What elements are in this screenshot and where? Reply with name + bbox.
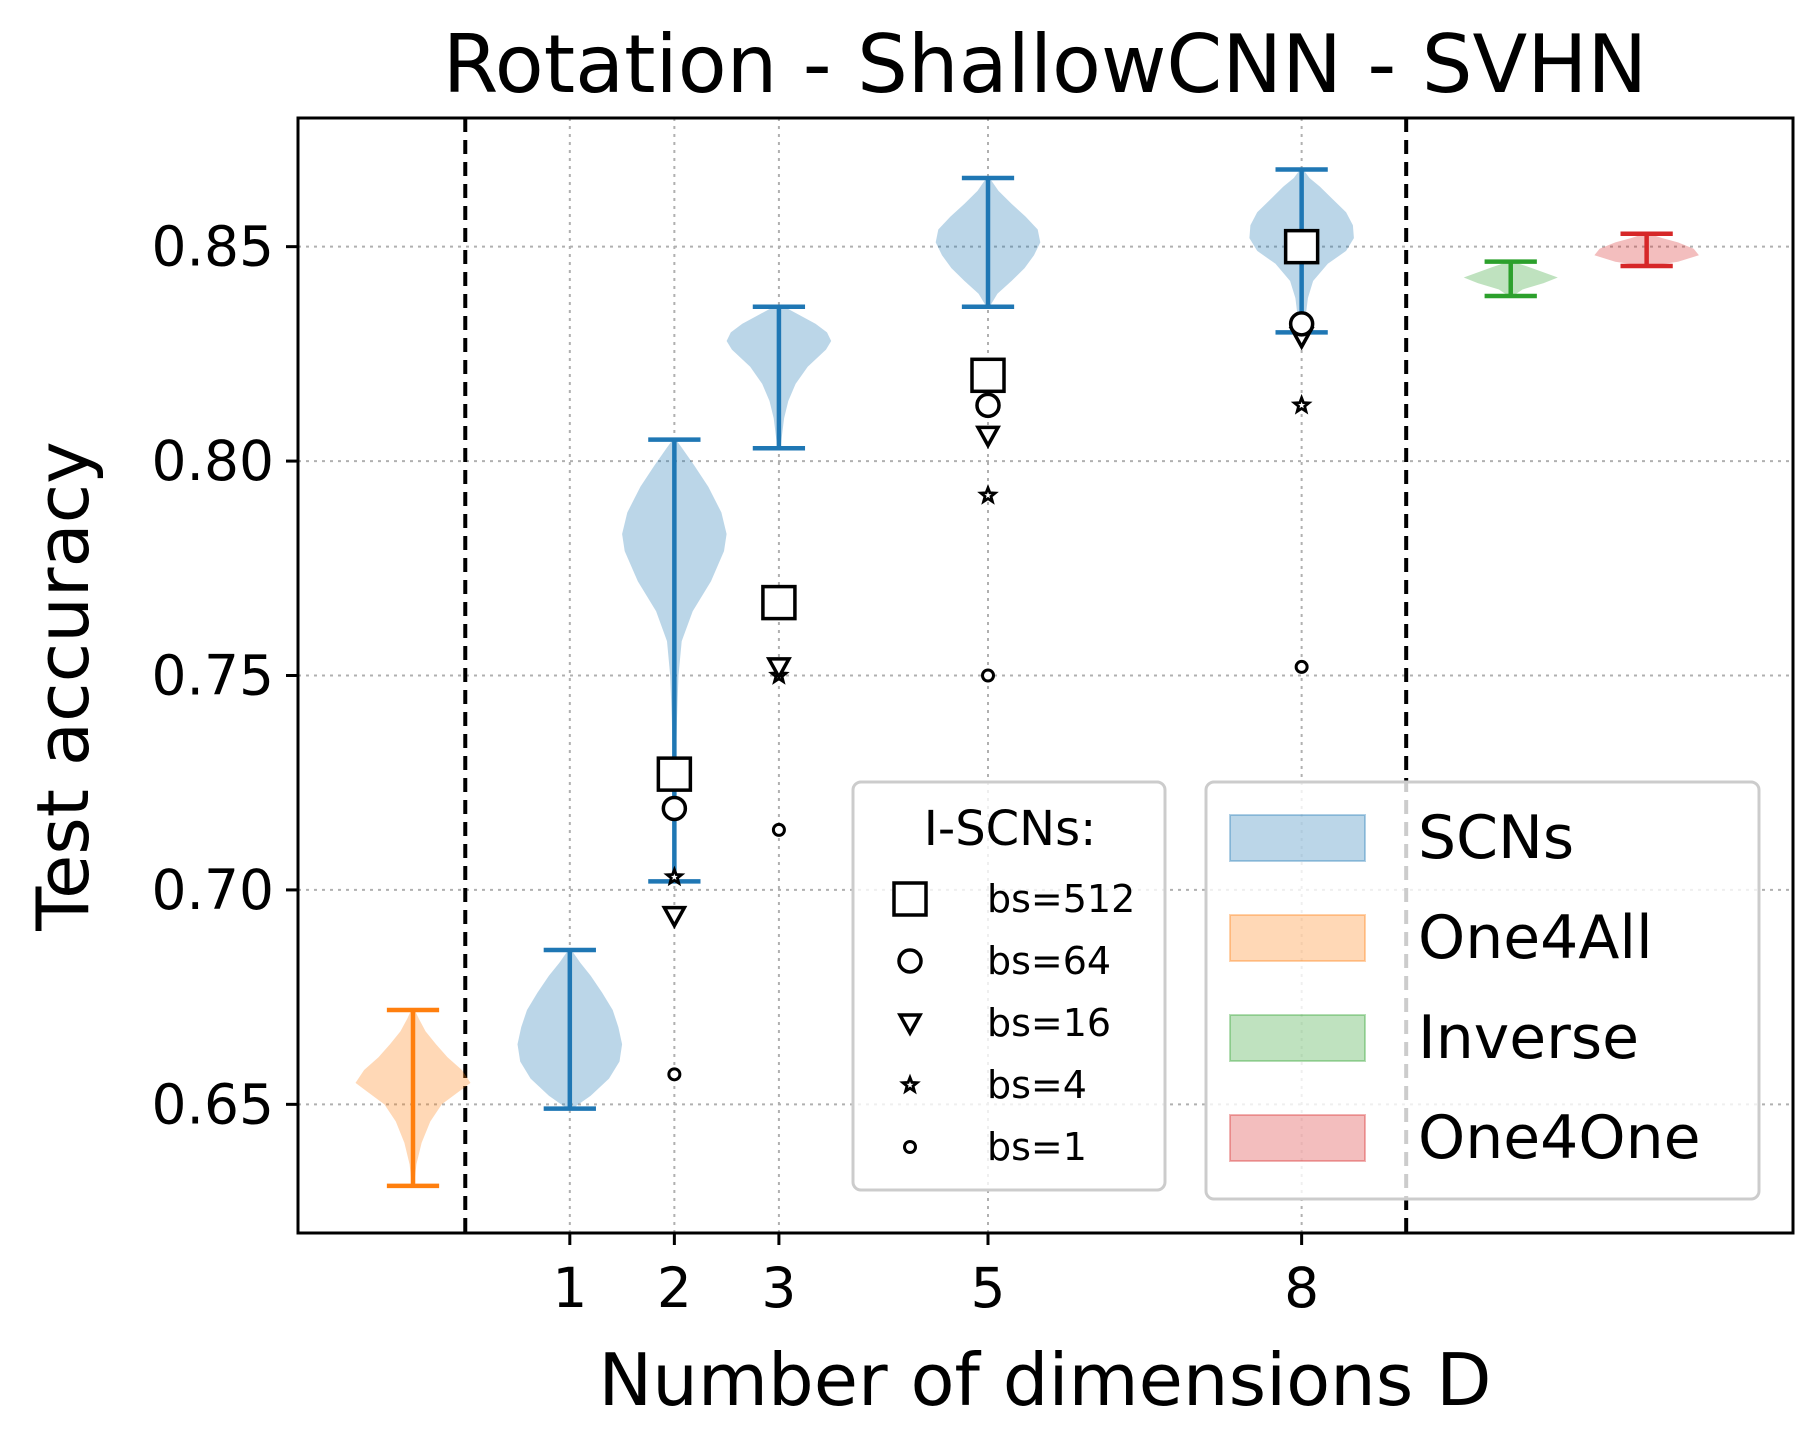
y-tick-label-1: 0.70 [152, 858, 274, 922]
legend-iscn-label-bs64: bs=64 [987, 939, 1111, 983]
x-tick-label-1: 2 [657, 1256, 692, 1320]
legend-methods-swatch-inverse [1230, 1015, 1365, 1061]
iscn-marker-bs1-d8 [1296, 661, 1307, 672]
chart-title: Rotation - ShallowCNN - SVHN [443, 18, 1647, 111]
iscn-marker-bs512-d2 [658, 758, 690, 790]
iscn-marker-bs64-d8 [1291, 313, 1313, 335]
legend-methods-label-inverse: Inverse [1418, 1003, 1639, 1073]
legend-iscn-label-bs1: bs=1 [987, 1125, 1087, 1169]
legend-methods-label-one4one: One4One [1418, 1103, 1701, 1173]
legend-methods-swatch-scns [1230, 815, 1365, 861]
legend-iscn-marker-bs512 [894, 883, 926, 915]
legend-iscn-title: I-SCNs: [924, 801, 1097, 857]
x-axis-label: Number of dimensions D [598, 1338, 1491, 1422]
legend-iscn-marker-bs64 [899, 950, 921, 972]
iscn-marker-bs1-d3 [773, 824, 784, 835]
x-tick-label-0: 1 [552, 1256, 587, 1320]
iscn-marker-bs512-d8 [1286, 231, 1318, 263]
iscn-marker-bs1-d2 [669, 1069, 680, 1080]
legend-methods-label-one4all: One4All [1418, 903, 1653, 973]
x-tick-label-2: 3 [761, 1256, 796, 1320]
legend-iscn-label-bs4: bs=4 [987, 1063, 1087, 1107]
legend-methods: SCNs One4All Inverse One4One [1206, 782, 1759, 1199]
y-tick-label-2: 0.75 [152, 644, 274, 708]
y-tick-label-4: 0.85 [152, 215, 274, 279]
iscn-marker-bs64-d5 [977, 394, 999, 416]
x-tick-label-4: 8 [1284, 1256, 1319, 1320]
legend-iscn-marker-bs1 [905, 1142, 916, 1153]
chart: Rotation - ShallowCNN - SVHN Number of d… [0, 0, 1818, 1442]
legend-iscn: I-SCNs: bs=512 bs=64 bs=16 bs=4 bs=1 [853, 782, 1165, 1190]
iscn-marker-bs512-d5 [972, 359, 1004, 391]
x-tick-label-3: 5 [971, 1256, 1006, 1320]
legend-methods-swatch-one4all [1230, 915, 1365, 961]
legend-iscn-label-bs16: bs=16 [987, 1001, 1111, 1045]
legend-methods-label-scns: SCNs [1418, 803, 1574, 873]
iscn-marker-bs1-d5 [983, 670, 994, 681]
legend-methods-swatch-one4one [1230, 1115, 1365, 1161]
y-tick-label-0: 0.65 [152, 1072, 274, 1136]
iscn-marker-bs64-d2 [663, 797, 685, 819]
y-tick-label-3: 0.80 [152, 429, 274, 493]
legend-iscn-label-bs512: bs=512 [987, 877, 1135, 921]
y-axis-label: Test accuracy [21, 441, 105, 932]
iscn-marker-bs512-d3 [763, 587, 795, 619]
